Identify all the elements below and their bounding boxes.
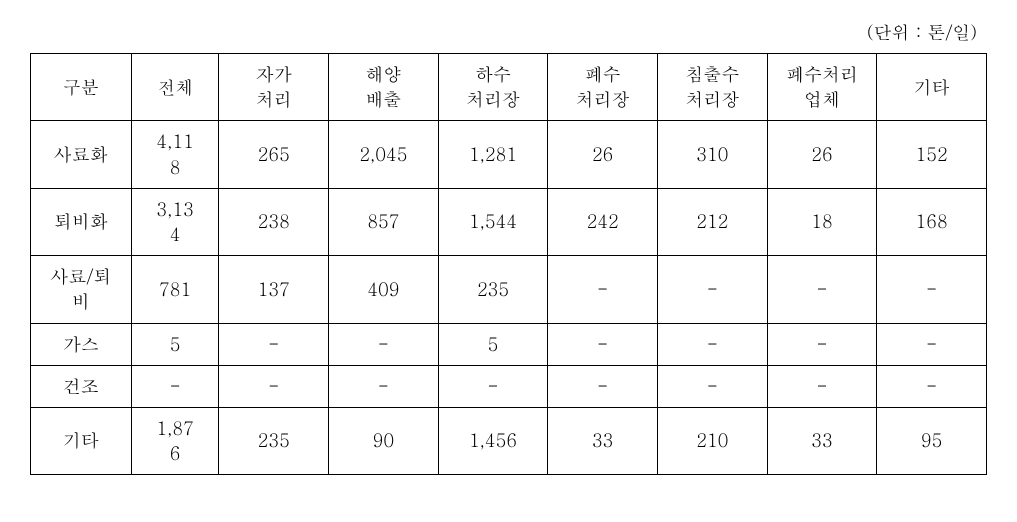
cell: - [877,256,987,323]
cell: 235 [438,256,548,323]
cell: 137 [219,256,329,323]
cell: - [658,256,768,323]
cell: 33 [767,407,877,474]
cell: - [548,256,658,323]
cell: 168 [877,188,987,255]
cell: 235 [219,407,329,474]
table-row: 사료화4,1182652,0451,2812631026152 [31,121,987,188]
header-leachate-plant: 침출수처리장 [658,54,768,121]
cell: 1,281 [438,121,548,188]
row-label: 퇴비화 [31,188,132,255]
row-label: 가스 [31,323,132,365]
table-body: 사료화4,1182652,0451,2812631026152퇴비화3,1342… [31,121,987,475]
data-table: 구분 전체 자가처리 해양배출 하수처리장 폐수처리장 침출수처리장 폐수처리업… [30,53,987,475]
cell: - [219,365,329,407]
cell: 90 [329,407,439,474]
cell: 26 [767,121,877,188]
cell: 212 [658,188,768,255]
cell: - [131,365,219,407]
cell: - [329,365,439,407]
table-row: 퇴비화3,1342388571,54424221218168 [31,188,987,255]
header-sewage-plant: 하수처리장 [438,54,548,121]
header-category: 구분 [31,54,132,121]
cell: 5 [438,323,548,365]
cell: 310 [658,121,768,188]
cell: 95 [877,407,987,474]
header-wastewater-plant: 폐수처리장 [548,54,658,121]
unit-label: (단위 : 톤/일) [30,20,987,45]
header-total: 전체 [131,54,219,121]
table-row: 건조-------- [31,365,987,407]
cell: 242 [548,188,658,255]
cell: 265 [219,121,329,188]
row-label: 사료화 [31,121,132,188]
cell: 3,134 [131,188,219,255]
cell: 26 [548,121,658,188]
cell: 238 [219,188,329,255]
cell: 857 [329,188,439,255]
cell: - [438,365,548,407]
cell: 1,544 [438,188,548,255]
cell: 152 [877,121,987,188]
header-ocean-discharge: 해양배출 [329,54,439,121]
row-label: 기타 [31,407,132,474]
cell: - [658,365,768,407]
cell: 2,045 [329,121,439,188]
table-row: 가스5--5---- [31,323,987,365]
header-self-process: 자가처리 [219,54,329,121]
row-label: 건조 [31,365,132,407]
cell: - [767,365,877,407]
cell: - [548,365,658,407]
header-wastewater-company: 폐수처리업체 [767,54,877,121]
cell: - [658,323,768,365]
cell: - [767,323,877,365]
header-row: 구분 전체 자가처리 해양배출 하수처리장 폐수처리장 침출수처리장 폐수처리업… [31,54,987,121]
cell: 4,118 [131,121,219,188]
cell: - [767,256,877,323]
cell: 409 [329,256,439,323]
cell: 1,456 [438,407,548,474]
cell: - [548,323,658,365]
row-label: 사료/퇴비 [31,256,132,323]
table-row: 기타1,876235901,456332103395 [31,407,987,474]
cell: - [877,365,987,407]
cell: 781 [131,256,219,323]
cell: 5 [131,323,219,365]
cell: - [877,323,987,365]
cell: 1,876 [131,407,219,474]
cell: 33 [548,407,658,474]
cell: - [219,323,329,365]
header-other: 기타 [877,54,987,121]
cell: - [329,323,439,365]
cell: 18 [767,188,877,255]
cell: 210 [658,407,768,474]
table-row: 사료/퇴비781137409235---- [31,256,987,323]
